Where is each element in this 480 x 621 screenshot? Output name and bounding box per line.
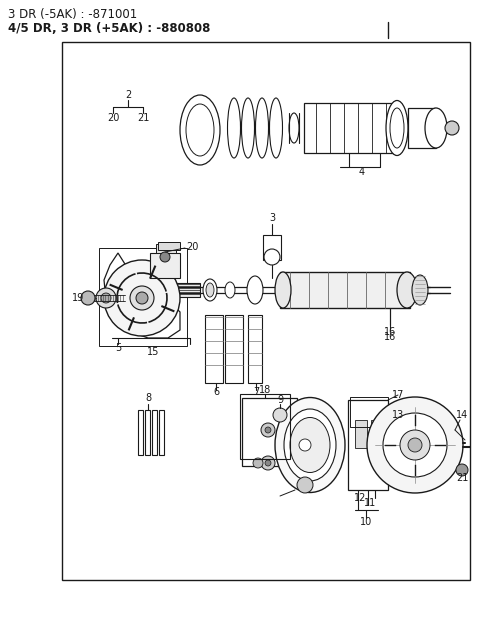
Text: 3: 3	[269, 213, 275, 223]
Bar	[348, 400, 388, 490]
Polygon shape	[104, 253, 180, 338]
Circle shape	[456, 464, 468, 476]
Ellipse shape	[247, 276, 263, 304]
Text: 11: 11	[364, 498, 376, 508]
Bar	[304, 103, 394, 153]
Circle shape	[261, 423, 275, 437]
Circle shape	[261, 456, 275, 470]
Text: 13: 13	[392, 410, 404, 420]
Bar	[225, 315, 243, 383]
Circle shape	[299, 439, 311, 451]
Text: 12: 12	[354, 493, 366, 503]
Text: 16: 16	[384, 327, 396, 337]
Ellipse shape	[241, 98, 254, 158]
Circle shape	[253, 458, 263, 468]
Text: 4: 4	[359, 167, 365, 177]
Bar	[152, 410, 157, 455]
Bar	[150, 253, 180, 278]
Bar	[145, 410, 150, 455]
Ellipse shape	[284, 409, 336, 481]
Bar	[263, 235, 281, 260]
Ellipse shape	[203, 279, 217, 301]
Text: 2: 2	[125, 90, 131, 100]
Circle shape	[96, 288, 116, 308]
Bar	[99, 248, 187, 346]
Circle shape	[273, 408, 287, 422]
Ellipse shape	[412, 275, 428, 305]
Text: 21: 21	[456, 473, 468, 483]
Circle shape	[367, 397, 463, 493]
Circle shape	[408, 438, 422, 452]
Text: 21: 21	[137, 113, 149, 123]
Ellipse shape	[397, 272, 417, 308]
Ellipse shape	[386, 101, 408, 155]
Text: 17: 17	[392, 390, 404, 400]
Ellipse shape	[269, 98, 283, 158]
Text: 3 DR (-5AK) : -871001: 3 DR (-5AK) : -871001	[8, 8, 137, 21]
Circle shape	[160, 252, 170, 262]
Bar	[242, 398, 297, 466]
Bar	[205, 315, 223, 383]
Ellipse shape	[425, 108, 447, 148]
Circle shape	[383, 413, 447, 477]
Text: 19: 19	[72, 293, 84, 303]
Ellipse shape	[290, 417, 330, 473]
Circle shape	[264, 249, 280, 265]
Bar	[280, 272, 410, 308]
Text: 20: 20	[107, 113, 119, 123]
Circle shape	[297, 477, 313, 493]
Text: 7: 7	[253, 387, 259, 397]
Text: 8: 8	[145, 393, 151, 403]
Bar	[240, 394, 290, 459]
Bar	[62, 42, 470, 580]
Text: 4/5 DR, 3 DR (+5AK) : -880808: 4/5 DR, 3 DR (+5AK) : -880808	[8, 22, 210, 35]
Ellipse shape	[228, 98, 240, 158]
Bar	[156, 244, 176, 253]
Bar	[371, 420, 383, 448]
Circle shape	[101, 293, 111, 303]
Circle shape	[130, 286, 154, 310]
Ellipse shape	[186, 104, 214, 156]
Ellipse shape	[289, 113, 299, 143]
Text: 16: 16	[384, 332, 396, 342]
Bar	[355, 420, 367, 448]
Circle shape	[400, 430, 430, 460]
Ellipse shape	[180, 95, 220, 165]
Ellipse shape	[206, 283, 214, 297]
Text: 10: 10	[360, 517, 372, 527]
Text: 9: 9	[277, 395, 283, 405]
Bar	[408, 108, 436, 148]
Ellipse shape	[255, 98, 268, 158]
Ellipse shape	[275, 272, 291, 308]
Bar	[175, 283, 200, 297]
Ellipse shape	[390, 108, 404, 148]
Circle shape	[104, 260, 180, 336]
Ellipse shape	[225, 282, 235, 298]
Circle shape	[81, 291, 95, 305]
Text: 18: 18	[259, 385, 271, 395]
Bar	[138, 410, 143, 455]
Circle shape	[265, 460, 271, 466]
Ellipse shape	[275, 397, 345, 492]
Text: 14: 14	[456, 410, 468, 420]
Circle shape	[445, 121, 459, 135]
Bar	[158, 242, 180, 250]
Circle shape	[265, 427, 271, 433]
Bar	[350, 397, 388, 427]
Bar	[248, 315, 262, 383]
Text: 15: 15	[147, 347, 159, 357]
Text: 20: 20	[186, 242, 198, 252]
Text: 6: 6	[213, 387, 219, 397]
Bar	[159, 410, 164, 455]
Text: 5: 5	[115, 343, 121, 353]
Circle shape	[136, 292, 148, 304]
